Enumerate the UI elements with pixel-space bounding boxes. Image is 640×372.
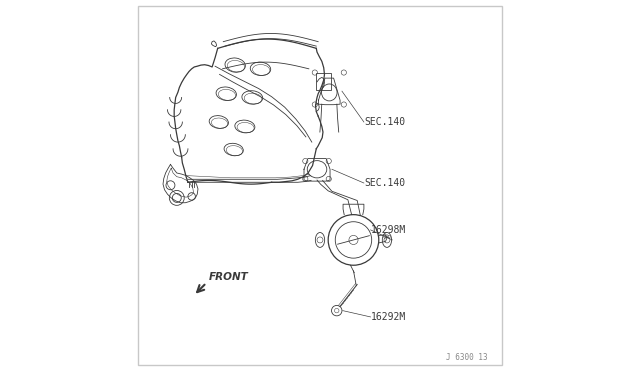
Text: 16292M: 16292M [371, 312, 406, 322]
Text: SEC.140: SEC.140 [365, 117, 406, 127]
Text: J 6300 13: J 6300 13 [447, 353, 488, 362]
Text: 16298M: 16298M [371, 225, 406, 235]
Text: SEC.140: SEC.140 [365, 178, 406, 188]
Text: FRONT: FRONT [209, 272, 248, 282]
